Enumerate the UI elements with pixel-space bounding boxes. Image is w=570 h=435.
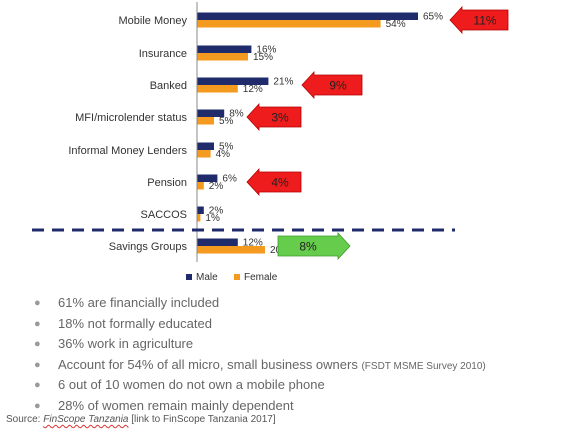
- value-label: 54%: [386, 19, 406, 30]
- gap-arrow-icon: [301, 70, 363, 100]
- category-label: MFI/microlender status: [75, 112, 187, 124]
- value-label: 12%: [243, 84, 263, 95]
- source-link-name[interactable]: FinScope Tanzania: [43, 414, 129, 425]
- bullet-list: ● 61% are financially included ● 18% not f…: [34, 293, 486, 417]
- value-label: 8%: [229, 109, 244, 120]
- bullet-icon: ●: [34, 399, 41, 412]
- gap-arrow-label: 4%: [271, 176, 289, 190]
- bullet-note: (FSDT MSME Survey 2010): [361, 360, 486, 372]
- female-bar: [197, 20, 381, 28]
- value-label: 21%: [273, 77, 293, 88]
- value-label: 2%: [209, 206, 224, 217]
- bullet-text: Account for 54% of all micro, small busi…: [58, 356, 362, 372]
- male-bar: [197, 238, 238, 246]
- legend-label: Male: [196, 272, 218, 283]
- value-label: 12%: [243, 238, 263, 249]
- gap-arrow-label: 11%: [473, 14, 496, 28]
- gap-arrow-label: 9%: [329, 79, 347, 93]
- category-label: Insurance: [139, 48, 187, 60]
- male-bar: [197, 77, 269, 85]
- value-label: 1%: [205, 213, 220, 224]
- chart: Mobile Money Insurance Banked MFI/microlend…: [32, 2, 509, 283]
- bullet-text: 18% not formally educated: [58, 315, 212, 331]
- value-label: 4%: [216, 149, 231, 160]
- gap-arrow-icon: [449, 5, 509, 35]
- bullet-item: ● 36% work in agriculture: [34, 334, 486, 355]
- source-prefix: Source:: [6, 414, 44, 425]
- bullet-item: ● 18% not formally educated: [34, 314, 486, 335]
- legend-swatch: [234, 274, 240, 280]
- female-bar: [197, 53, 248, 61]
- bullet-text: 28% of women remain mainly dependent: [58, 397, 294, 413]
- value-label: 16%: [256, 45, 276, 56]
- bullet-text: 61% are financially included: [58, 295, 220, 310]
- male-bar: [197, 142, 214, 150]
- female-bar: [197, 214, 201, 222]
- value-label: 5%: [219, 116, 234, 127]
- male-bar: [197, 12, 418, 20]
- gap-arrow-label: 3%: [271, 111, 289, 125]
- female-bar: [197, 182, 204, 190]
- gap-arrow-label: 8%: [299, 240, 317, 254]
- gap-arrow-icon: [277, 231, 351, 261]
- category-label: SACCOS: [141, 209, 187, 221]
- value-label: 65%: [423, 12, 443, 23]
- bullet-icon: ●: [34, 379, 41, 392]
- category-label: Pension: [147, 177, 187, 189]
- female-bar: [197, 246, 265, 254]
- bullet-item: ● Account for 54% of all micro, small bus…: [34, 355, 486, 376]
- category-label: Savings Groups: [109, 241, 188, 253]
- bullet-text: 36% work in agriculture: [58, 336, 194, 352]
- source-line: Source: FinScope Tanzania [link to FinSc…: [6, 414, 276, 425]
- value-label: 2%: [209, 181, 224, 192]
- bullet-icon: ●: [34, 317, 41, 330]
- male-bar: [197, 109, 225, 117]
- female-bar: [197, 150, 211, 158]
- bullet-item: ● 28% of women remain mainly dependent: [34, 396, 486, 417]
- bullet-text: 6 out of 10 women do not own a mobile ph…: [58, 377, 325, 393]
- female-bar: [197, 85, 238, 93]
- source-suffix: [link to FinScope Tanzania 2017]: [128, 414, 276, 425]
- bullet-item: ● 61% are financially included: [34, 293, 486, 314]
- male-bar: [197, 45, 252, 53]
- legend-swatch: [186, 274, 192, 280]
- value-label: 15%: [253, 52, 273, 63]
- male-bar: [197, 174, 218, 182]
- bullet-icon: ●: [34, 358, 41, 371]
- bullet-icon: ●: [34, 338, 41, 351]
- category-label: Mobile Money: [119, 15, 188, 27]
- bullet-item: ● 6 out of 10 women do not own a mobile p…: [34, 375, 486, 396]
- legend-label: Female: [244, 272, 278, 283]
- male-bar: [197, 206, 204, 214]
- value-label: 6%: [222, 174, 237, 185]
- gap-arrow-icon: [246, 102, 302, 132]
- value-label: 5%: [219, 142, 234, 153]
- category-label: Banked: [150, 80, 187, 92]
- category-label: Informal Money Lenders: [68, 145, 187, 157]
- female-bar: [197, 117, 214, 125]
- gap-arrow-icon: [246, 167, 302, 197]
- bullet-icon: ●: [34, 297, 41, 309]
